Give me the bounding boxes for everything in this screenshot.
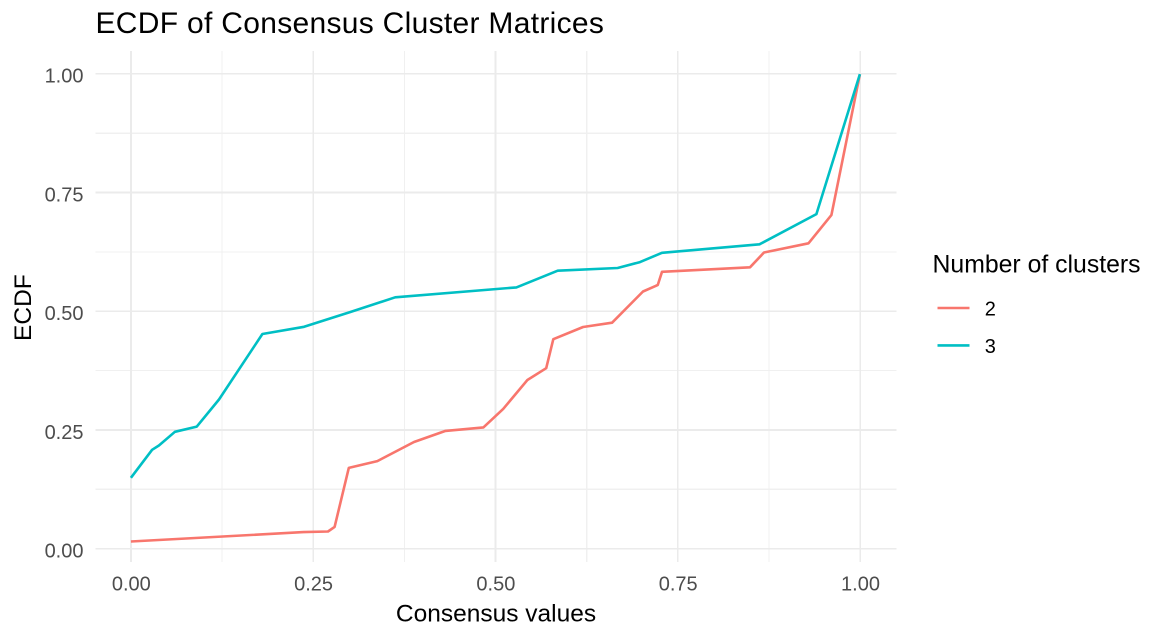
svg-text:3: 3 — [985, 336, 996, 358]
svg-text:0.75: 0.75 — [659, 574, 698, 596]
svg-text:ECDF: ECDF — [10, 274, 37, 341]
svg-text:0.00: 0.00 — [45, 541, 84, 563]
svg-text:1.00: 1.00 — [841, 574, 880, 596]
svg-text:0.75: 0.75 — [45, 184, 84, 206]
svg-text:0.25: 0.25 — [45, 422, 84, 444]
svg-text:0.50: 0.50 — [476, 574, 515, 596]
svg-text:1.00: 1.00 — [45, 66, 84, 88]
svg-text:2: 2 — [985, 299, 996, 321]
svg-text:ECDF of Consensus Cluster Matr: ECDF of Consensus Cluster Matrices — [96, 7, 605, 40]
svg-text:Consensus values: Consensus values — [396, 600, 596, 627]
svg-text:Number of clusters: Number of clusters — [933, 252, 1141, 279]
svg-text:0.50: 0.50 — [45, 303, 84, 325]
svg-text:0.25: 0.25 — [294, 574, 333, 596]
svg-text:0.00: 0.00 — [112, 574, 151, 596]
